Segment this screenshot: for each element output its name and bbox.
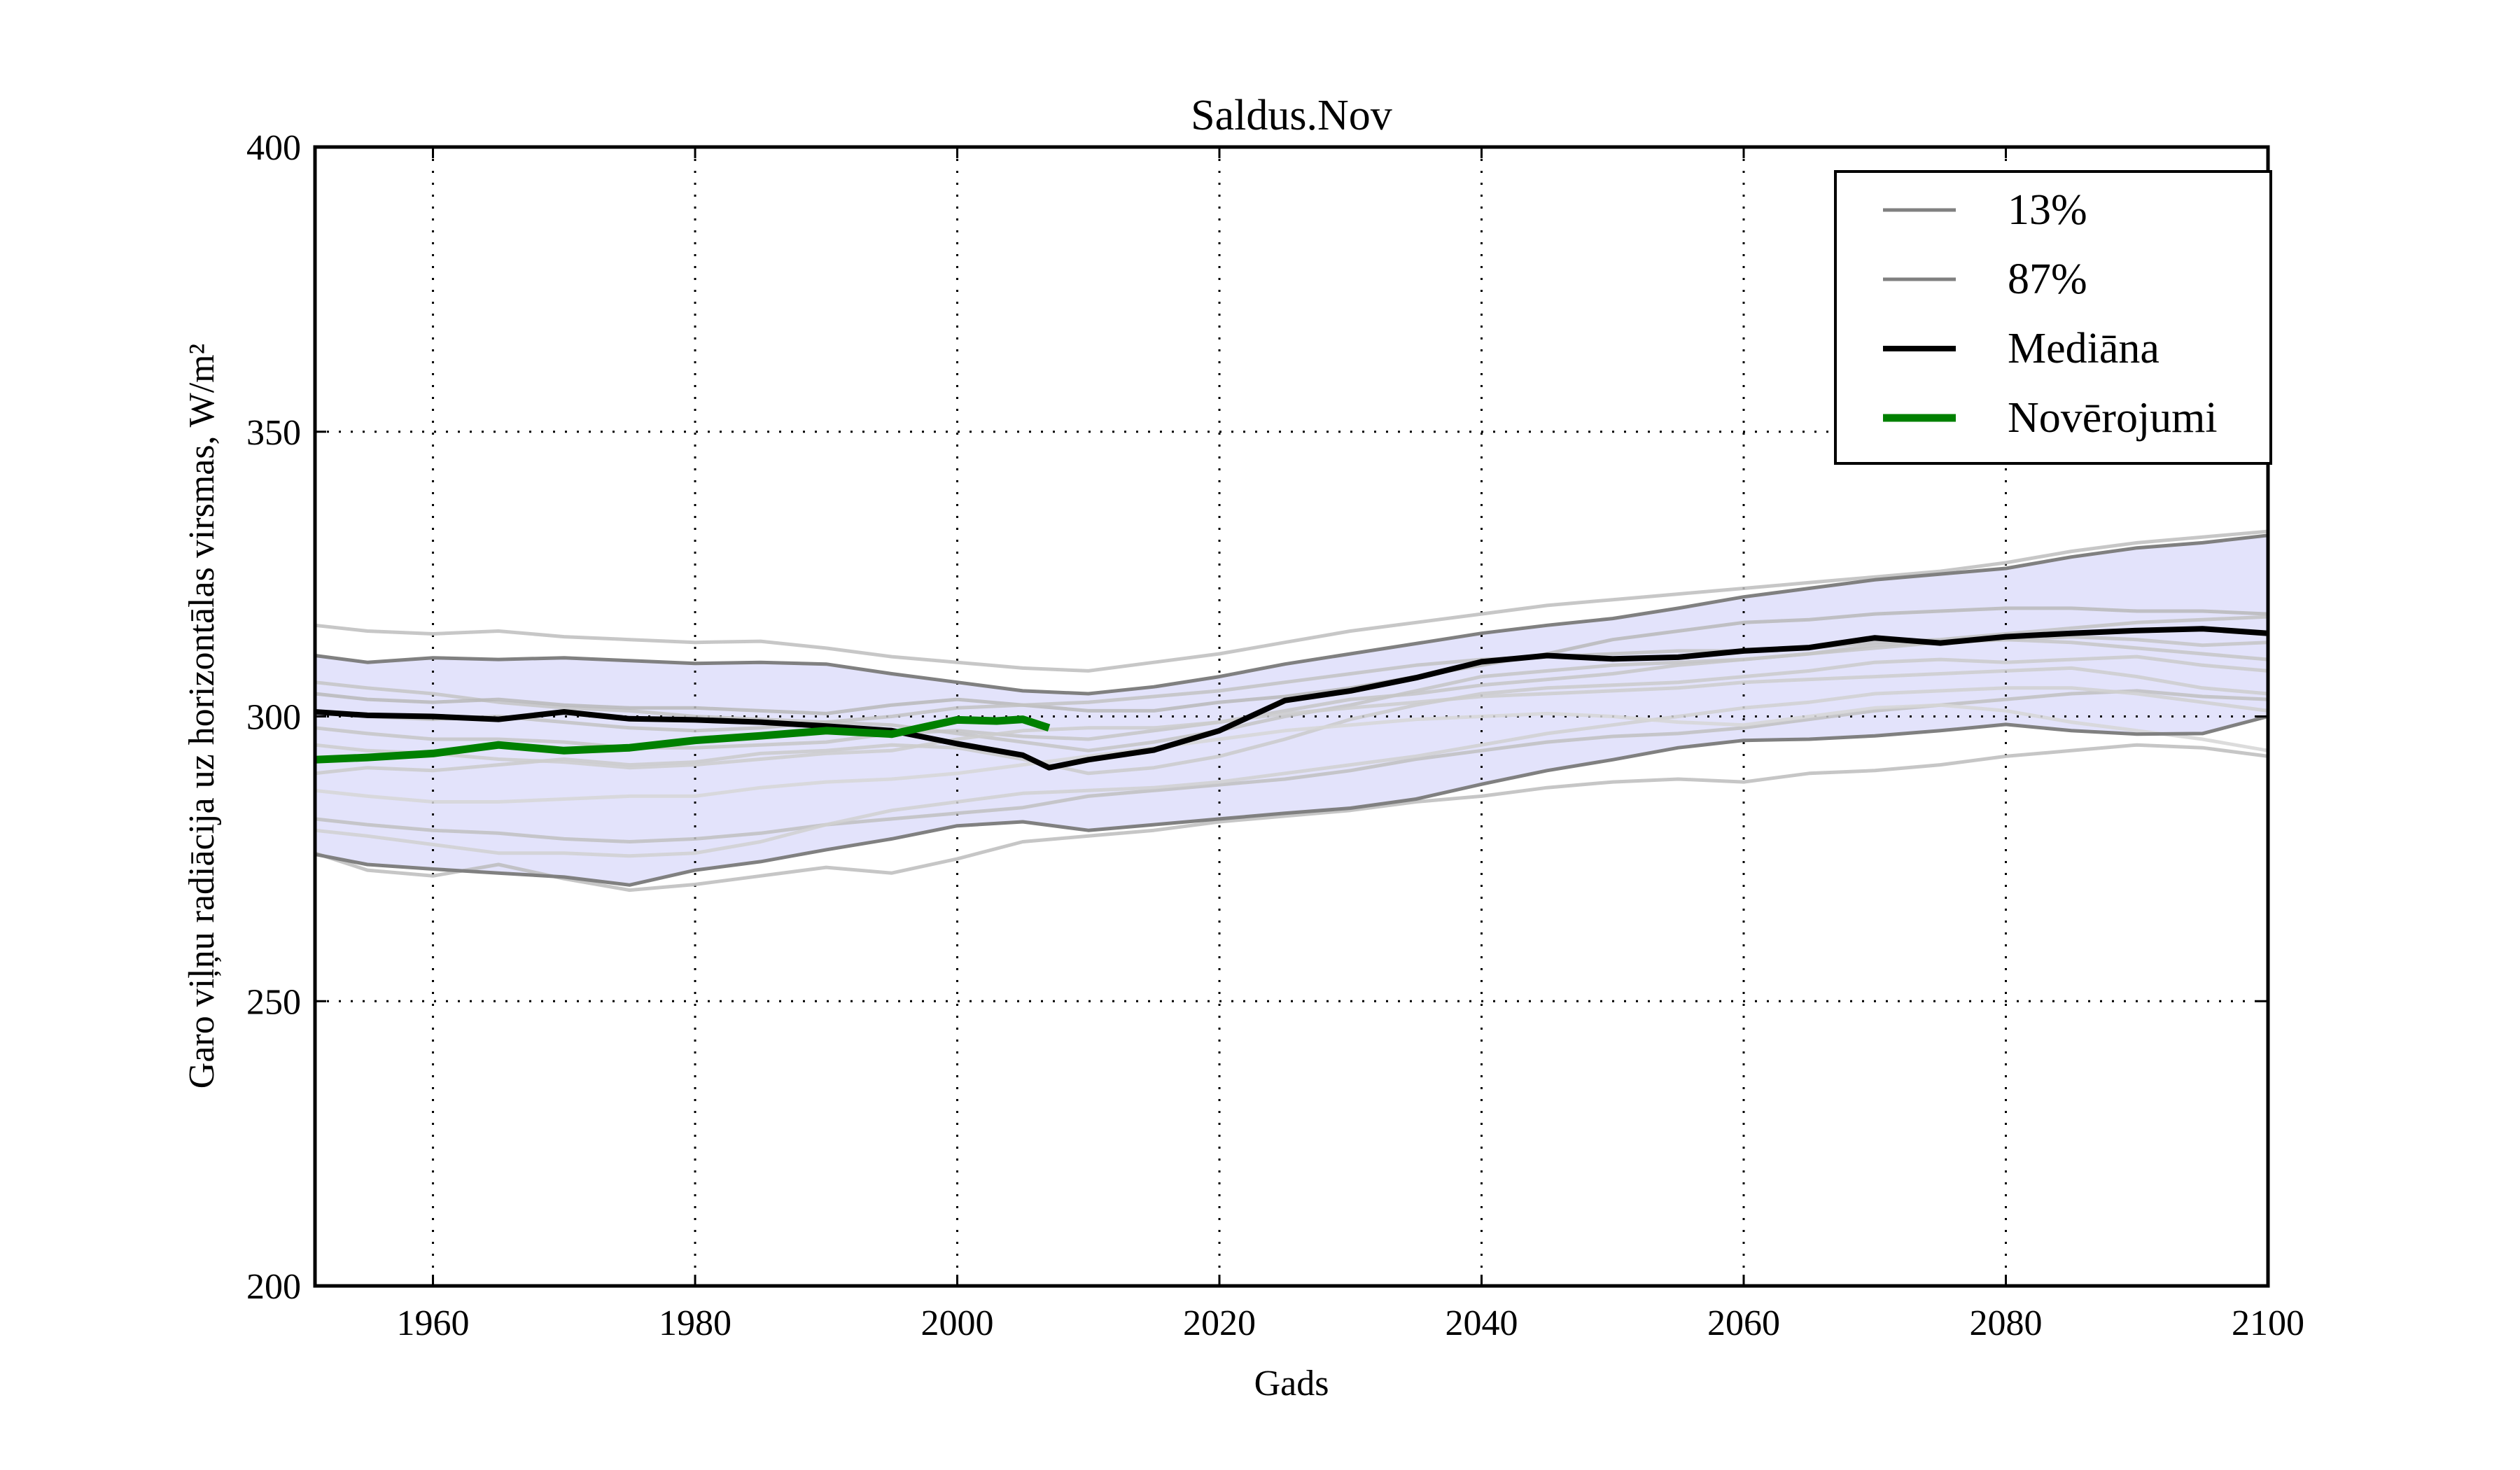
tick-layer: 1960 1980 2000 2020 2040 2060 2080 2100 200 250 30…	[246, 128, 2304, 1343]
ensemble-line-model-6	[314, 686, 2269, 858]
ensemble-line-model-3	[314, 606, 2269, 715]
x-tick-label: 2040	[1446, 1303, 1518, 1343]
x-tick-label: 2020	[1183, 1303, 1256, 1343]
ensemble-line-model-1	[314, 529, 2269, 673]
x-tick-label: 1960	[397, 1303, 470, 1343]
legend-items: 13% 87% Mediāna Novērojumi	[1883, 186, 2218, 442]
ensemble-line-model-11	[314, 703, 2269, 804]
x-tick-label: 2060	[1707, 1303, 1780, 1343]
percentile-13-line	[314, 715, 2269, 887]
legend-label: 87%	[2008, 255, 2087, 303]
ensemble-line-model-4	[314, 654, 2269, 776]
legend-label: Novērojumi	[2008, 394, 2218, 442]
series-layer	[314, 533, 2269, 887]
legend-label: 13%	[2008, 186, 2087, 234]
legend: 13% 87% Mediāna Novērojumi	[1834, 170, 2272, 465]
y-axis-label: Garo viļņu radiācija uz horizontālas vir…	[182, 344, 222, 1088]
x-tick-label: 2100	[2232, 1303, 2304, 1343]
ensemble-line-model-7	[314, 743, 2269, 892]
observations-line	[314, 715, 1051, 764]
y-tick-label: 250	[246, 982, 301, 1022]
legend-label: Mediāna	[2008, 325, 2160, 372]
y-tick-label: 350	[246, 413, 301, 453]
y-tick-label: 400	[246, 128, 301, 168]
percentile-87-line	[314, 533, 2269, 696]
median-line	[314, 626, 2269, 771]
chart-title: Saldus.Nov	[1191, 92, 1392, 139]
x-tick-label: 2000	[921, 1303, 994, 1343]
x-tick-label: 1980	[659, 1303, 732, 1343]
ensemble-line-model-9	[314, 615, 2269, 733]
plot-area	[314, 147, 2269, 1286]
y-tick-label: 300	[246, 698, 301, 738]
x-tick-label: 2080	[1970, 1303, 2043, 1343]
x-axis-label: Gads	[1254, 1364, 1329, 1404]
y-tick-label: 200	[246, 1267, 301, 1307]
ensemble-line-model-10	[314, 666, 2269, 770]
